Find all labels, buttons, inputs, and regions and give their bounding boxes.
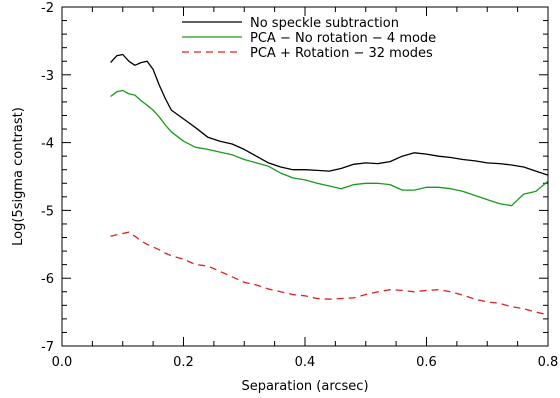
x-tick-label: 0.6	[416, 355, 437, 370]
ticks-layer: 0.0 0.2 0.4 0.6 0.8 -7 -6 -5 -4 -3 -2	[41, 1, 558, 370]
legend-label-3: PCA + Rotation − 32 modes	[250, 46, 433, 61]
x-tick-label: 0.8	[538, 355, 559, 370]
series-layer	[110, 53, 549, 316]
y-tick-label: -2	[41, 1, 54, 16]
series-line-1	[110, 53, 549, 176]
series-line-2	[110, 89, 549, 207]
y-axis-title: Log(5sigma contrast)	[11, 107, 26, 246]
legend-label-1: No speckle subtraction	[250, 16, 399, 31]
plot-frame	[61, 6, 549, 347]
x-tick-label: 0.0	[52, 355, 73, 370]
x-axis-title: Separation (arcsec)	[241, 379, 368, 394]
y-tick-label: -5	[41, 204, 54, 219]
y-tick-label: -6	[41, 272, 54, 287]
legend-label-2: PCA − No rotation − 4 mode	[250, 31, 436, 46]
series-line-3	[110, 231, 549, 316]
x-tick-label: 0.2	[173, 355, 194, 370]
y-tick-label: -7	[41, 340, 54, 355]
y-tick-label: -4	[41, 137, 54, 152]
y-tick-label: -3	[41, 69, 54, 84]
x-tick-label: 0.4	[295, 355, 316, 370]
